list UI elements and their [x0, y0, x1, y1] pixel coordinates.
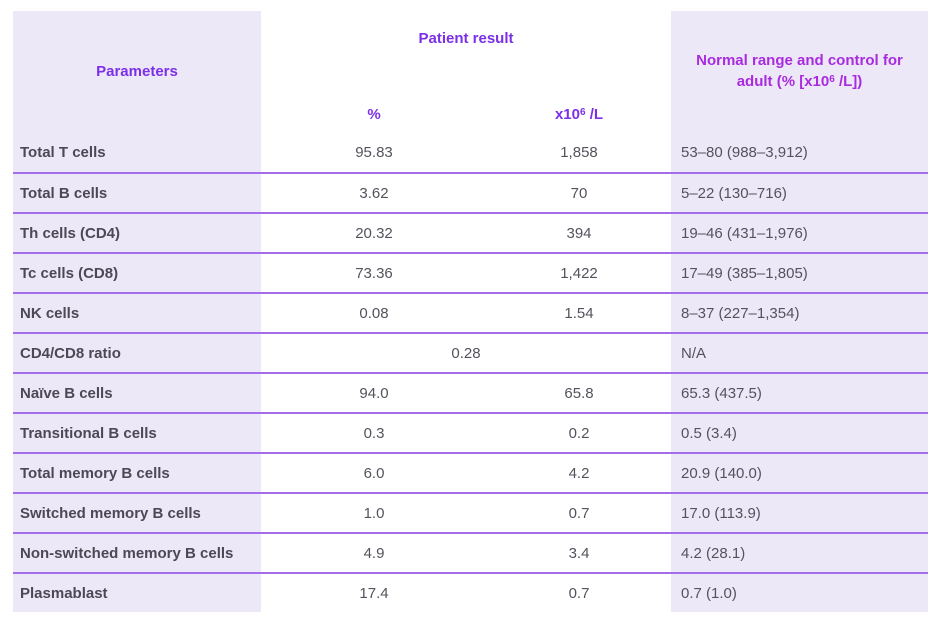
percent-value-cell: 1.0 [261, 494, 487, 532]
param-cell: Total T cells [13, 132, 261, 172]
table-header: Parameters Patient result % x106 /L Norm… [13, 11, 928, 132]
ratio-value-cell: 0.28 [261, 334, 671, 372]
param-cell: NK cells [13, 294, 261, 332]
param-cell: Switched memory B cells [13, 494, 261, 532]
absolute-value-cell: 0.7 [487, 494, 671, 532]
percent-value-cell: 4.9 [261, 534, 487, 572]
percent-subheader: % [367, 106, 381, 123]
table-row: Plasmablast 17.4 0.7 0.7 (1.0) [13, 572, 928, 612]
absolute-value-cell: 70 [487, 174, 671, 212]
param-cell: Total memory B cells [13, 454, 261, 492]
absolute-value-cell: 1.54 [487, 294, 671, 332]
param-cell: Total B cells [13, 174, 261, 212]
normal-range-cell: 20.9 (140.0) [671, 454, 928, 492]
table-row: Total B cells 3.62 70 5–22 (130–716) [13, 172, 928, 212]
normal-range-cell: N/A [671, 334, 928, 372]
absolute-value-cell: 4.2 [487, 454, 671, 492]
table-row: CD4/CD8 ratio 0.28 N/A [13, 332, 928, 372]
normal-range-cell: 17–49 (385–1,805) [671, 254, 928, 292]
table-body: Total T cells 95.83 1,858 53–80 (988–3,912)… [13, 132, 928, 612]
percent-value-cell: 6.0 [261, 454, 487, 492]
patient-result-header: Patient result [418, 30, 514, 47]
normal-range-cell: 5–22 (130–716) [671, 174, 928, 212]
absolute-count-subheader: x106 /L [554, 106, 604, 123]
percent-value-cell: 73.36 [261, 254, 487, 292]
normal-range-cell: 17.0 (113.9) [671, 494, 928, 532]
table-row: Switched memory B cells 1.0 0.7 17.0 (113.9… [13, 492, 928, 532]
table-row: Tc cells (CD8) 73.36 1,422 17–49 (385–1,805… [13, 252, 928, 292]
percent-value-cell: 20.32 [261, 214, 487, 252]
normal-range-cell: 0.7 (1.0) [671, 574, 928, 612]
absolute-value-cell: 394 [487, 214, 671, 252]
table-row: NK cells 0.08 1.54 8–37 (227–1,354) [13, 292, 928, 332]
normal-range-cell: 65.3 (437.5) [671, 374, 928, 412]
normal-range-header: Normal range and control for adult (% [x… [671, 11, 928, 132]
percent-value-cell: 95.83 [261, 132, 487, 172]
param-cell: Naïve B cells [13, 374, 261, 412]
absolute-value-cell: 3.4 [487, 534, 671, 572]
table-row: Transitional B cells 0.3 0.2 0.5 (3.4) [13, 412, 928, 452]
normal-range-cell: 0.5 (3.4) [671, 414, 928, 452]
param-cell: Non-switched memory B cells [13, 534, 261, 572]
param-cell: Tc cells (CD8) [13, 254, 261, 292]
absolute-value-cell: 1,422 [487, 254, 671, 292]
parameters-header: Parameters [13, 11, 261, 132]
param-cell: CD4/CD8 ratio [13, 334, 261, 372]
normal-range-cell: 8–37 (227–1,354) [671, 294, 928, 332]
patient-result-subheaders: % x106 /L [261, 106, 671, 123]
results-table: Parameters Patient result % x106 /L Norm… [13, 11, 928, 612]
patient-result-header-group: Patient result % x106 /L [261, 11, 671, 132]
percent-value-cell: 17.4 [261, 574, 487, 612]
percent-value-cell: 0.3 [261, 414, 487, 452]
param-cell: Plasmablast [13, 574, 261, 612]
absolute-value-cell: 0.7 [487, 574, 671, 612]
param-cell: Th cells (CD4) [13, 214, 261, 252]
absolute-value-cell: 0.2 [487, 414, 671, 452]
percent-value-cell: 0.08 [261, 294, 487, 332]
normal-range-cell: 4.2 (28.1) [671, 534, 928, 572]
table-row: Naïve B cells 94.0 65.8 65.3 (437.5) [13, 372, 928, 412]
percent-value-cell: 94.0 [261, 374, 487, 412]
table-row: Total memory B cells 6.0 4.2 20.9 (140.0) [13, 452, 928, 492]
table-row: Total T cells 95.83 1,858 53–80 (988–3,912) [13, 132, 928, 172]
normal-range-cell: 19–46 (431–1,976) [671, 214, 928, 252]
percent-value-cell: 3.62 [261, 174, 487, 212]
param-cell: Transitional B cells [13, 414, 261, 452]
normal-range-cell: 53–80 (988–3,912) [671, 132, 928, 172]
absolute-value-cell: 65.8 [487, 374, 671, 412]
absolute-value-cell: 1,858 [487, 132, 671, 172]
table-row: Th cells (CD4) 20.32 394 19–46 (431–1,976) [13, 212, 928, 252]
table-row: Non-switched memory B cells 4.9 3.4 4.2 (28… [13, 532, 928, 572]
